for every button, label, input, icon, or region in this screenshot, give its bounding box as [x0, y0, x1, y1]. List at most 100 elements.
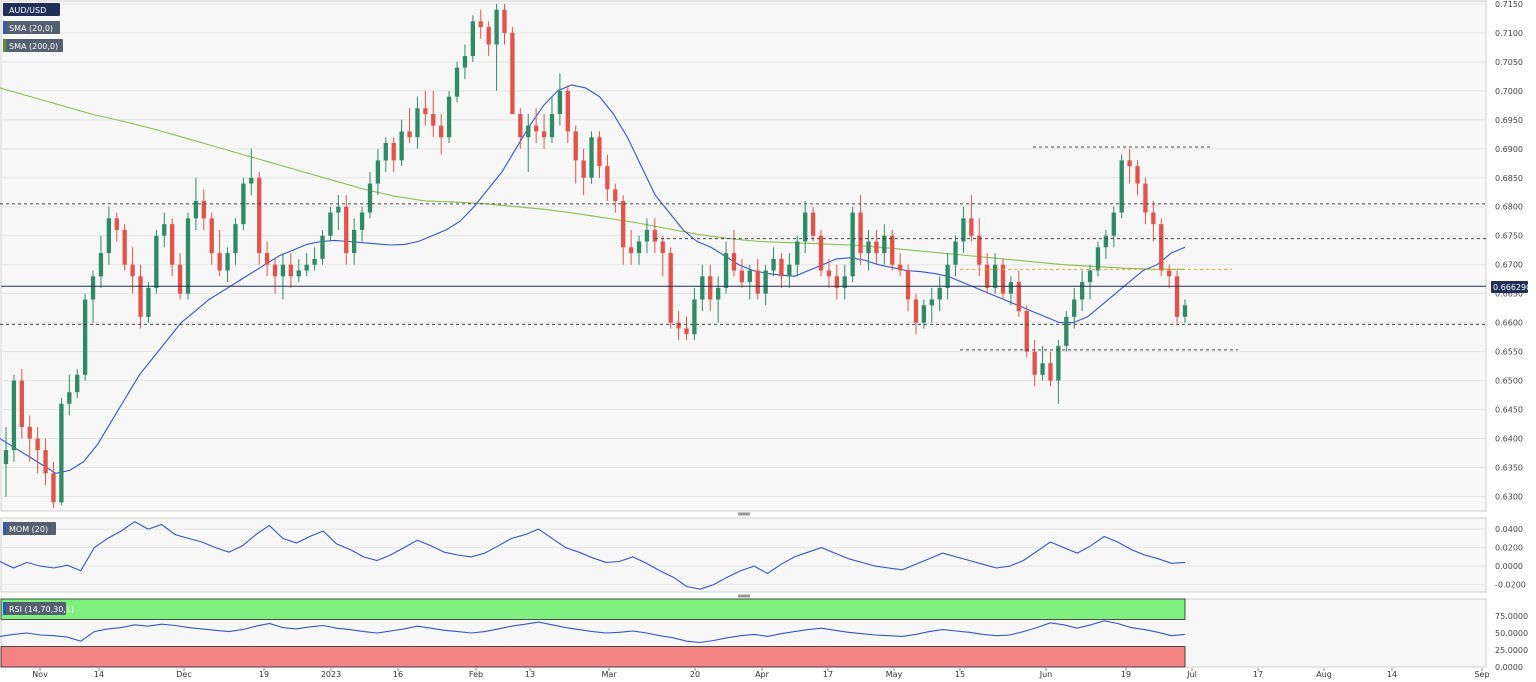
- candle-up: [549, 114, 555, 138]
- candle-down: [130, 264, 135, 277]
- rsi-tick-label: 50.0000: [1495, 629, 1528, 638]
- price-tick-label: 0.6450: [1495, 406, 1523, 415]
- candle-up: [636, 241, 642, 254]
- candle-down: [969, 218, 974, 236]
- legend-momentum[interactable]: MOM (20): [3, 522, 56, 535]
- x-axis-tick-label: 14: [94, 670, 104, 679]
- legend-momentum-label: MOM (20): [9, 525, 48, 534]
- candle-down: [510, 32, 515, 115]
- candle-up: [866, 241, 871, 254]
- candle-down: [439, 125, 444, 138]
- candle-up: [185, 218, 191, 294]
- price-tick-label: 0.7100: [1495, 29, 1523, 38]
- x-axis-tick-label: Apr: [755, 670, 770, 679]
- legend-sma20-label: SMA (20,0): [9, 24, 53, 33]
- candle-down: [834, 276, 840, 288]
- candle-down: [597, 137, 602, 167]
- candle-up: [462, 56, 468, 68]
- candle-down: [217, 253, 222, 271]
- price-tick-label: 0.7050: [1495, 58, 1523, 67]
- candle-up: [787, 264, 792, 277]
- candle-down: [272, 264, 278, 277]
- x-axis-tick-label: 17: [823, 670, 833, 679]
- candle-down: [541, 131, 547, 138]
- candle-up: [249, 177, 254, 184]
- candle-up: [225, 253, 230, 271]
- candle-up: [992, 264, 998, 288]
- x-axis-tick-label: 20: [690, 670, 700, 679]
- rsi-tick-label: 75.0000: [1495, 612, 1528, 621]
- candle-down: [423, 108, 428, 115]
- candle-down: [731, 253, 737, 271]
- candle-down: [977, 235, 982, 265]
- price-tick-label: 0.6500: [1495, 377, 1523, 386]
- candle-up: [1056, 345, 1061, 381]
- candle-up: [59, 403, 64, 503]
- candle-down: [177, 264, 183, 294]
- price-tick-label: 0.6800: [1495, 203, 1523, 212]
- price-tick-label: 0.6950: [1495, 116, 1523, 125]
- candle-down: [985, 264, 990, 288]
- pane-resize-handle: [738, 594, 750, 598]
- x-axis-tick-label: 13: [525, 670, 535, 679]
- candle-down: [708, 276, 713, 300]
- candle-down: [138, 276, 143, 317]
- candle-down: [1135, 166, 1140, 184]
- price-tick-label: 0.7000: [1495, 87, 1523, 96]
- candle-up: [336, 206, 341, 213]
- candle-up: [367, 183, 373, 213]
- legend-rsi[interactable]: RSI (14,70,30,1): [3, 602, 74, 615]
- candle-up: [692, 299, 697, 335]
- candle-up: [771, 258, 776, 271]
- candle-up: [106, 218, 112, 254]
- price-tick-label: 0.6300: [1495, 493, 1523, 502]
- candle-down: [621, 200, 626, 248]
- candle-up: [763, 270, 768, 294]
- candle-up: [723, 253, 729, 288]
- candle-down: [201, 200, 206, 219]
- candle-up: [454, 67, 460, 97]
- candle-up: [526, 125, 531, 138]
- x-axis-tick-label: Jul: [1186, 670, 1197, 679]
- candle-down: [209, 218, 214, 254]
- candle-down: [43, 450, 48, 474]
- legend-sma200[interactable]: SMA (200,0): [3, 39, 63, 52]
- candle-down: [1048, 363, 1053, 381]
- x-axis-tick-label: Aug: [1316, 670, 1332, 679]
- legend-aud-usd[interactable]: AUD/USD: [3, 3, 60, 16]
- x-axis-tick-label: 16: [393, 670, 403, 679]
- candle-up: [98, 253, 104, 277]
- candle-up: [1072, 299, 1077, 317]
- candle-up: [446, 96, 452, 138]
- momentum-plot-area: [0, 517, 1487, 593]
- x-axis-tick-label: 19: [1121, 670, 1131, 679]
- price-tick-label: 0.6850: [1495, 174, 1523, 183]
- candle-up: [494, 9, 499, 45]
- candle-up: [953, 241, 958, 265]
- candle-down: [122, 229, 127, 265]
- candle-down: [1143, 183, 1148, 213]
- candle-down: [573, 131, 578, 161]
- candle-up: [715, 287, 721, 300]
- candle-up: [280, 264, 286, 277]
- rsi-tick-label: 25.0000: [1495, 646, 1528, 655]
- candle-up: [1095, 247, 1101, 271]
- candle-down: [27, 426, 32, 439]
- candle-down: [1151, 212, 1156, 225]
- candle-down: [19, 380, 24, 427]
- x-axis-tick-label: May: [886, 670, 903, 679]
- candle-up: [1008, 282, 1014, 294]
- candle-down: [652, 229, 658, 242]
- candle-up: [589, 137, 594, 178]
- price-tick-label: 0.7150: [1495, 0, 1523, 9]
- candle-up: [296, 270, 301, 277]
- candle-up: [375, 160, 381, 184]
- x-axis-tick-label: Sep: [1474, 670, 1489, 679]
- momentum-pane: 0.0400 0.0200 0.0000 -0.0200: [0, 517, 1526, 593]
- legend-sma200-label: SMA (200,0): [9, 42, 58, 51]
- candle-up: [1111, 212, 1116, 236]
- candle-down: [391, 142, 396, 161]
- legend-sma20[interactable]: SMA (20,0): [3, 21, 60, 34]
- pane-resize-handle: [738, 512, 750, 516]
